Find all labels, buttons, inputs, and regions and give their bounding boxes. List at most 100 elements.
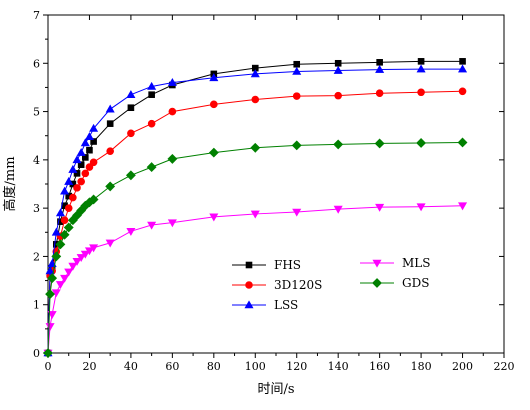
data-point <box>210 100 218 109</box>
legend-label: MLS <box>402 256 430 270</box>
x-tick-label: 120 <box>286 360 307 373</box>
data-point <box>76 148 86 156</box>
data-point <box>333 139 344 150</box>
x-tick-label: 160 <box>369 360 390 373</box>
data-point <box>105 239 115 248</box>
y-tick-label: 5 <box>33 106 40 119</box>
data-point <box>105 181 116 192</box>
data-point <box>60 274 70 283</box>
data-point <box>77 161 85 168</box>
legend-label: GDS <box>402 276 429 290</box>
data-point <box>127 104 135 112</box>
data-point <box>82 154 89 161</box>
x-tick-label: 180 <box>411 360 432 373</box>
data-point <box>250 69 260 78</box>
x-tick-label: 100 <box>245 360 266 373</box>
data-point <box>291 140 302 151</box>
data-point <box>55 208 65 217</box>
data-point <box>376 59 383 66</box>
data-point <box>416 203 426 212</box>
data-point <box>209 213 219 222</box>
data-point <box>458 87 467 96</box>
legend-label: 3D120S <box>274 278 322 292</box>
legend-swatch-marker <box>245 261 253 269</box>
data-point <box>168 107 177 116</box>
data-point <box>105 104 115 113</box>
data-point <box>47 311 57 319</box>
data-point <box>64 268 74 277</box>
data-point <box>81 169 90 178</box>
data-point <box>374 138 385 149</box>
data-point <box>459 58 466 65</box>
y-tick-label: 6 <box>33 57 40 70</box>
data-point <box>458 64 468 73</box>
data-point <box>126 90 136 98</box>
data-point <box>60 216 69 225</box>
data-point <box>55 281 65 290</box>
data-point <box>90 138 97 145</box>
legend-item-gds: GDS <box>360 276 429 290</box>
data-point <box>334 59 342 67</box>
data-point <box>167 77 177 86</box>
data-point <box>64 204 73 212</box>
data-point <box>45 289 55 300</box>
data-point <box>417 58 425 65</box>
x-tick-label: 0 <box>45 360 52 373</box>
data-point <box>146 162 157 173</box>
x-tick-label: 40 <box>124 360 138 373</box>
data-point <box>51 289 61 298</box>
data-point <box>167 153 178 164</box>
data-point <box>148 91 155 98</box>
data-point <box>293 60 301 68</box>
data-point <box>292 92 301 100</box>
data-point <box>85 163 94 171</box>
y-tick-label: 7 <box>33 9 40 22</box>
data-point <box>47 259 57 267</box>
data-point <box>69 193 77 202</box>
data-point <box>416 138 427 148</box>
data-point <box>63 222 74 233</box>
legend-item-lss: LSS <box>232 298 298 312</box>
data-point <box>47 273 58 284</box>
legend-item-mls: MLS <box>360 256 430 270</box>
data-point <box>251 95 260 104</box>
data-point <box>89 244 99 253</box>
data-point <box>333 65 343 74</box>
series-line-mls <box>47 205 463 354</box>
data-point <box>167 219 177 228</box>
legend-swatch-marker <box>372 278 382 288</box>
data-point <box>80 250 90 259</box>
data-point <box>375 203 385 212</box>
series-layer <box>43 58 468 358</box>
legend-swatch-marker <box>244 300 254 309</box>
y-tick-label: 1 <box>33 299 40 312</box>
axes: 0 20 40 60 80 100 120 140 160 180 200 220 0 1 2 3 4 5 6 7 <box>33 9 515 373</box>
legend-item-fhs: FHS <box>232 258 301 272</box>
data-point <box>55 239 66 250</box>
x-tick-label: 60 <box>165 360 179 373</box>
data-point <box>209 73 219 82</box>
data-point <box>80 138 90 147</box>
y-tick-label: 4 <box>33 154 40 167</box>
x-tick-label: 200 <box>452 360 473 373</box>
data-point <box>72 257 82 266</box>
legend-item-3d120s: 3D120S <box>232 278 322 292</box>
data-point <box>292 208 302 217</box>
y-tick-label: 0 <box>33 347 40 360</box>
legend-swatch-marker <box>372 259 382 268</box>
data-point <box>147 119 156 128</box>
data-point <box>125 170 136 181</box>
data-point <box>76 254 86 262</box>
legend-swatch-marker <box>245 281 253 289</box>
data-point <box>45 323 55 332</box>
data-point <box>375 89 384 98</box>
data-point <box>417 88 425 97</box>
data-point <box>334 91 342 100</box>
data-point <box>73 170 81 177</box>
x-tick-label: 20 <box>82 360 96 373</box>
data-point <box>73 184 81 192</box>
data-point <box>333 205 343 214</box>
data-point <box>147 221 157 230</box>
